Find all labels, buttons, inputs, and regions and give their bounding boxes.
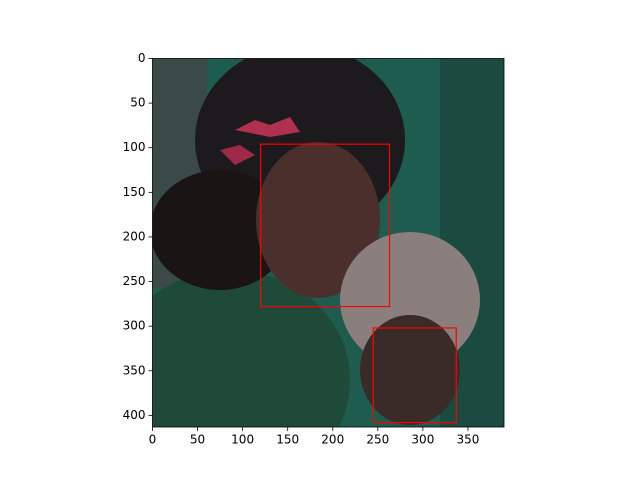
axes-frame <box>152 58 505 428</box>
photo <box>152 58 504 427</box>
y-tick-label: 100 <box>123 140 146 154</box>
bounding-box <box>372 327 457 424</box>
x-tick-label: 100 <box>231 433 254 447</box>
bounding-box <box>260 143 391 308</box>
y-tick-label: 200 <box>123 229 146 243</box>
x-tick-label: 150 <box>276 433 299 447</box>
y-tick-label: 350 <box>123 363 146 377</box>
y-tick-label: 300 <box>123 319 146 333</box>
x-tick-label: 200 <box>321 433 344 447</box>
x-tick-label: 50 <box>190 433 205 447</box>
x-tick-label: 250 <box>366 433 389 447</box>
x-tick-label: 300 <box>411 433 434 447</box>
y-tick-label: 0 <box>138 51 146 65</box>
y-tick-label: 50 <box>130 96 145 110</box>
y-tick-label: 250 <box>123 274 146 288</box>
x-tick-label: 0 <box>149 433 157 447</box>
y-tick-label: 400 <box>123 408 146 422</box>
y-tick-label: 150 <box>123 185 146 199</box>
x-tick-label: 350 <box>456 433 479 447</box>
